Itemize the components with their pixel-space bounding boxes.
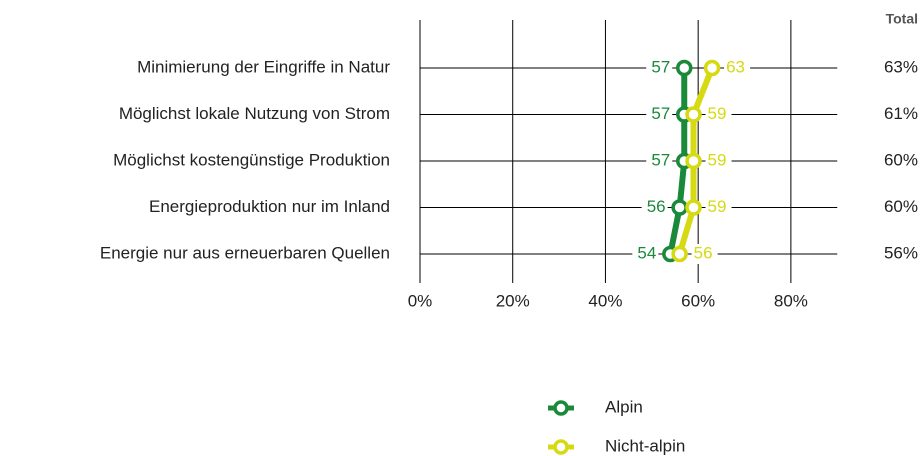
data-point [685, 152, 702, 170]
x-tick-label: 0% [408, 291, 433, 310]
data-point [671, 245, 688, 263]
data-label: 59 [708, 197, 727, 216]
x-tick-label: 80% [774, 291, 808, 310]
category-label: Möglichst lokale Nutzung von Strom [119, 104, 390, 123]
category-label: Minimierung der Eingriffe in Natur [137, 57, 390, 76]
data-point [703, 59, 721, 77]
legend-label: Nicht-alpin [605, 436, 685, 455]
data-point [685, 106, 702, 123]
total-label: 61% [884, 104, 918, 123]
label-bg [724, 58, 751, 78]
label-bg [705, 151, 732, 171]
legend-marker [553, 400, 569, 416]
data-label: 56 [694, 243, 713, 262]
total-label: 60% [884, 150, 918, 169]
total-title: Total [886, 11, 918, 27]
data-label: 54 [637, 243, 656, 262]
label-bg [646, 58, 673, 78]
label-bg [705, 197, 732, 218]
label-bg [646, 104, 673, 125]
label-bg [632, 244, 659, 264]
label-bg [646, 151, 673, 171]
data-point [685, 199, 702, 216]
x-tick-label: 20% [496, 291, 530, 310]
label-bg [641, 197, 668, 218]
data-point [676, 59, 693, 77]
total-label: 56% [884, 243, 918, 262]
category-label: Möglichst kostengünstige Produktion [113, 150, 390, 169]
legend-label: Alpin [605, 397, 643, 416]
total-label: 60% [884, 197, 918, 216]
data-label: 57 [651, 150, 670, 169]
data-label: 57 [651, 104, 670, 123]
data-label: 59 [708, 150, 727, 169]
data-label: 57 [651, 57, 670, 76]
category-label: Energieproduktion nur im Inland [149, 197, 390, 216]
label-bg [705, 104, 732, 125]
x-tick-label: 60% [681, 291, 715, 310]
data-label: 56 [647, 197, 666, 216]
legend-marker [553, 439, 569, 455]
label-bg [691, 244, 718, 264]
data-point [671, 199, 688, 216]
data-label: 59 [708, 104, 727, 123]
category-label: Energie nur aus erneuerbaren Quellen [100, 243, 390, 262]
x-tick-label: 40% [588, 291, 622, 310]
data-label: 63 [726, 57, 745, 76]
total-label: 63% [884, 57, 918, 76]
